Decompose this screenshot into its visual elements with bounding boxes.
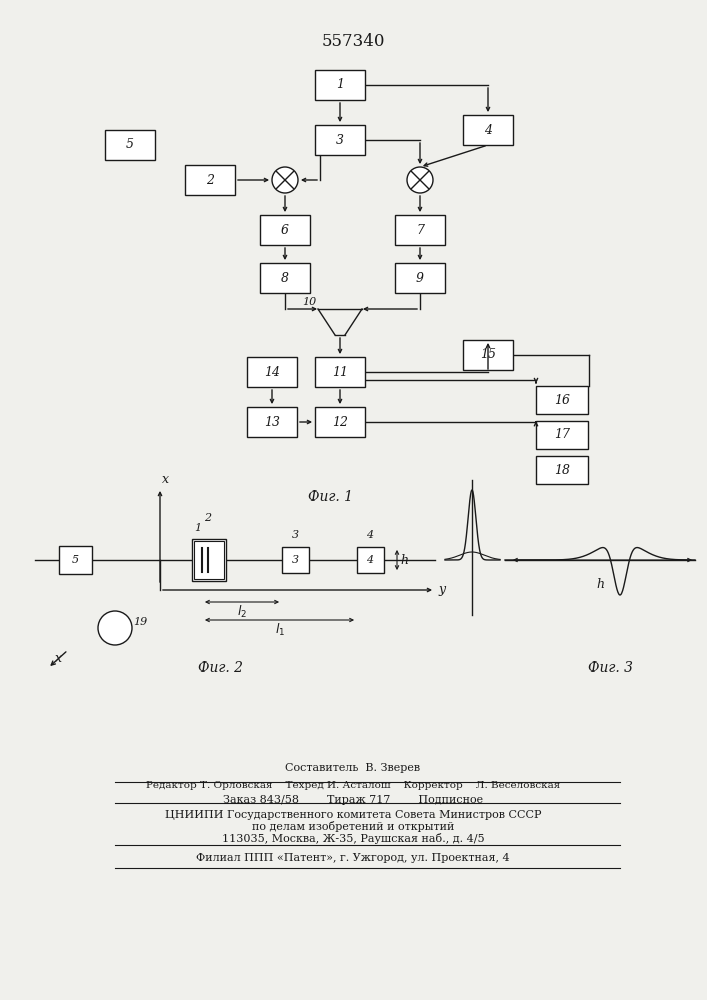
Bar (356, 547, 383, 573)
Text: Фиг. 2: Фиг. 2 (197, 661, 243, 675)
Text: y: y (438, 584, 445, 596)
Text: 10: 10 (302, 297, 316, 307)
Text: Фиг. 1: Фиг. 1 (308, 490, 353, 504)
Text: 1: 1 (336, 79, 344, 92)
Text: по делам изобретений и открытий: по делам изобретений и открытий (252, 822, 454, 832)
Bar (463, 340, 513, 370)
Text: x: x (162, 473, 169, 486)
Text: 4: 4 (366, 555, 373, 565)
Bar (185, 165, 235, 195)
Bar (105, 130, 155, 160)
Bar (192, 539, 226, 581)
Bar (260, 263, 310, 293)
Text: 16: 16 (554, 393, 570, 406)
Text: 9: 9 (416, 271, 424, 284)
Circle shape (272, 167, 298, 193)
Bar (315, 407, 365, 437)
Text: Заказ 843/58        Тираж 717        Подписное: Заказ 843/58 Тираж 717 Подписное (223, 795, 483, 805)
Text: 4: 4 (366, 530, 373, 540)
Text: 11: 11 (332, 365, 348, 378)
Bar (395, 263, 445, 293)
Text: 5: 5 (126, 138, 134, 151)
Text: 3: 3 (291, 555, 298, 565)
Text: Редактор Т. Орловская    Техред И. Асталош    Корректор    Л. Веселовская: Редактор Т. Орловская Техред И. Асталош … (146, 780, 560, 790)
Text: 14: 14 (264, 365, 280, 378)
Text: 1: 1 (194, 523, 201, 533)
Text: 17: 17 (554, 428, 570, 442)
Text: 557340: 557340 (321, 33, 385, 50)
Text: 8: 8 (281, 271, 289, 284)
Bar (260, 215, 310, 245)
Text: 3: 3 (291, 530, 298, 540)
Text: Филиал ППП «Патент», г. Ужгород, ул. Проектная, 4: Филиал ППП «Патент», г. Ужгород, ул. Про… (196, 853, 510, 863)
Text: h: h (400, 554, 408, 566)
Bar (59, 546, 91, 574)
Bar (536, 456, 588, 484)
Text: 113035, Москва, Ж-35, Раушская наб., д. 4/5: 113035, Москва, Ж-35, Раушская наб., д. … (222, 834, 484, 844)
Bar (536, 421, 588, 449)
Text: 13: 13 (264, 416, 280, 428)
Bar (281, 547, 308, 573)
Text: Составитель  В. Зверев: Составитель В. Зверев (286, 763, 421, 773)
Text: 12: 12 (332, 416, 348, 428)
Text: 6: 6 (281, 224, 289, 236)
Bar (315, 70, 365, 100)
Circle shape (98, 611, 132, 645)
Bar (395, 215, 445, 245)
Text: ЦНИИПИ Государственного комитета Совета Министров СССР: ЦНИИПИ Государственного комитета Совета … (165, 810, 542, 820)
Circle shape (407, 167, 433, 193)
Text: 18: 18 (554, 464, 570, 477)
Text: 4: 4 (484, 123, 492, 136)
Bar (247, 407, 297, 437)
Text: 19: 19 (133, 617, 147, 627)
Bar (247, 357, 297, 387)
Bar (194, 541, 224, 579)
Bar (315, 125, 365, 155)
Text: $l_2$: $l_2$ (237, 604, 247, 620)
Text: 2: 2 (204, 513, 211, 523)
Text: 7: 7 (416, 224, 424, 236)
Text: $l_1$: $l_1$ (275, 622, 285, 638)
Bar (315, 357, 365, 387)
Text: 3: 3 (336, 133, 344, 146)
Bar (536, 386, 588, 414)
Text: 2: 2 (206, 174, 214, 186)
Text: 15: 15 (480, 349, 496, 361)
Bar (463, 115, 513, 145)
Text: x: x (54, 652, 62, 664)
Text: 5: 5 (71, 555, 78, 565)
Text: h: h (596, 578, 604, 591)
Text: Фиг. 3: Фиг. 3 (588, 661, 633, 675)
